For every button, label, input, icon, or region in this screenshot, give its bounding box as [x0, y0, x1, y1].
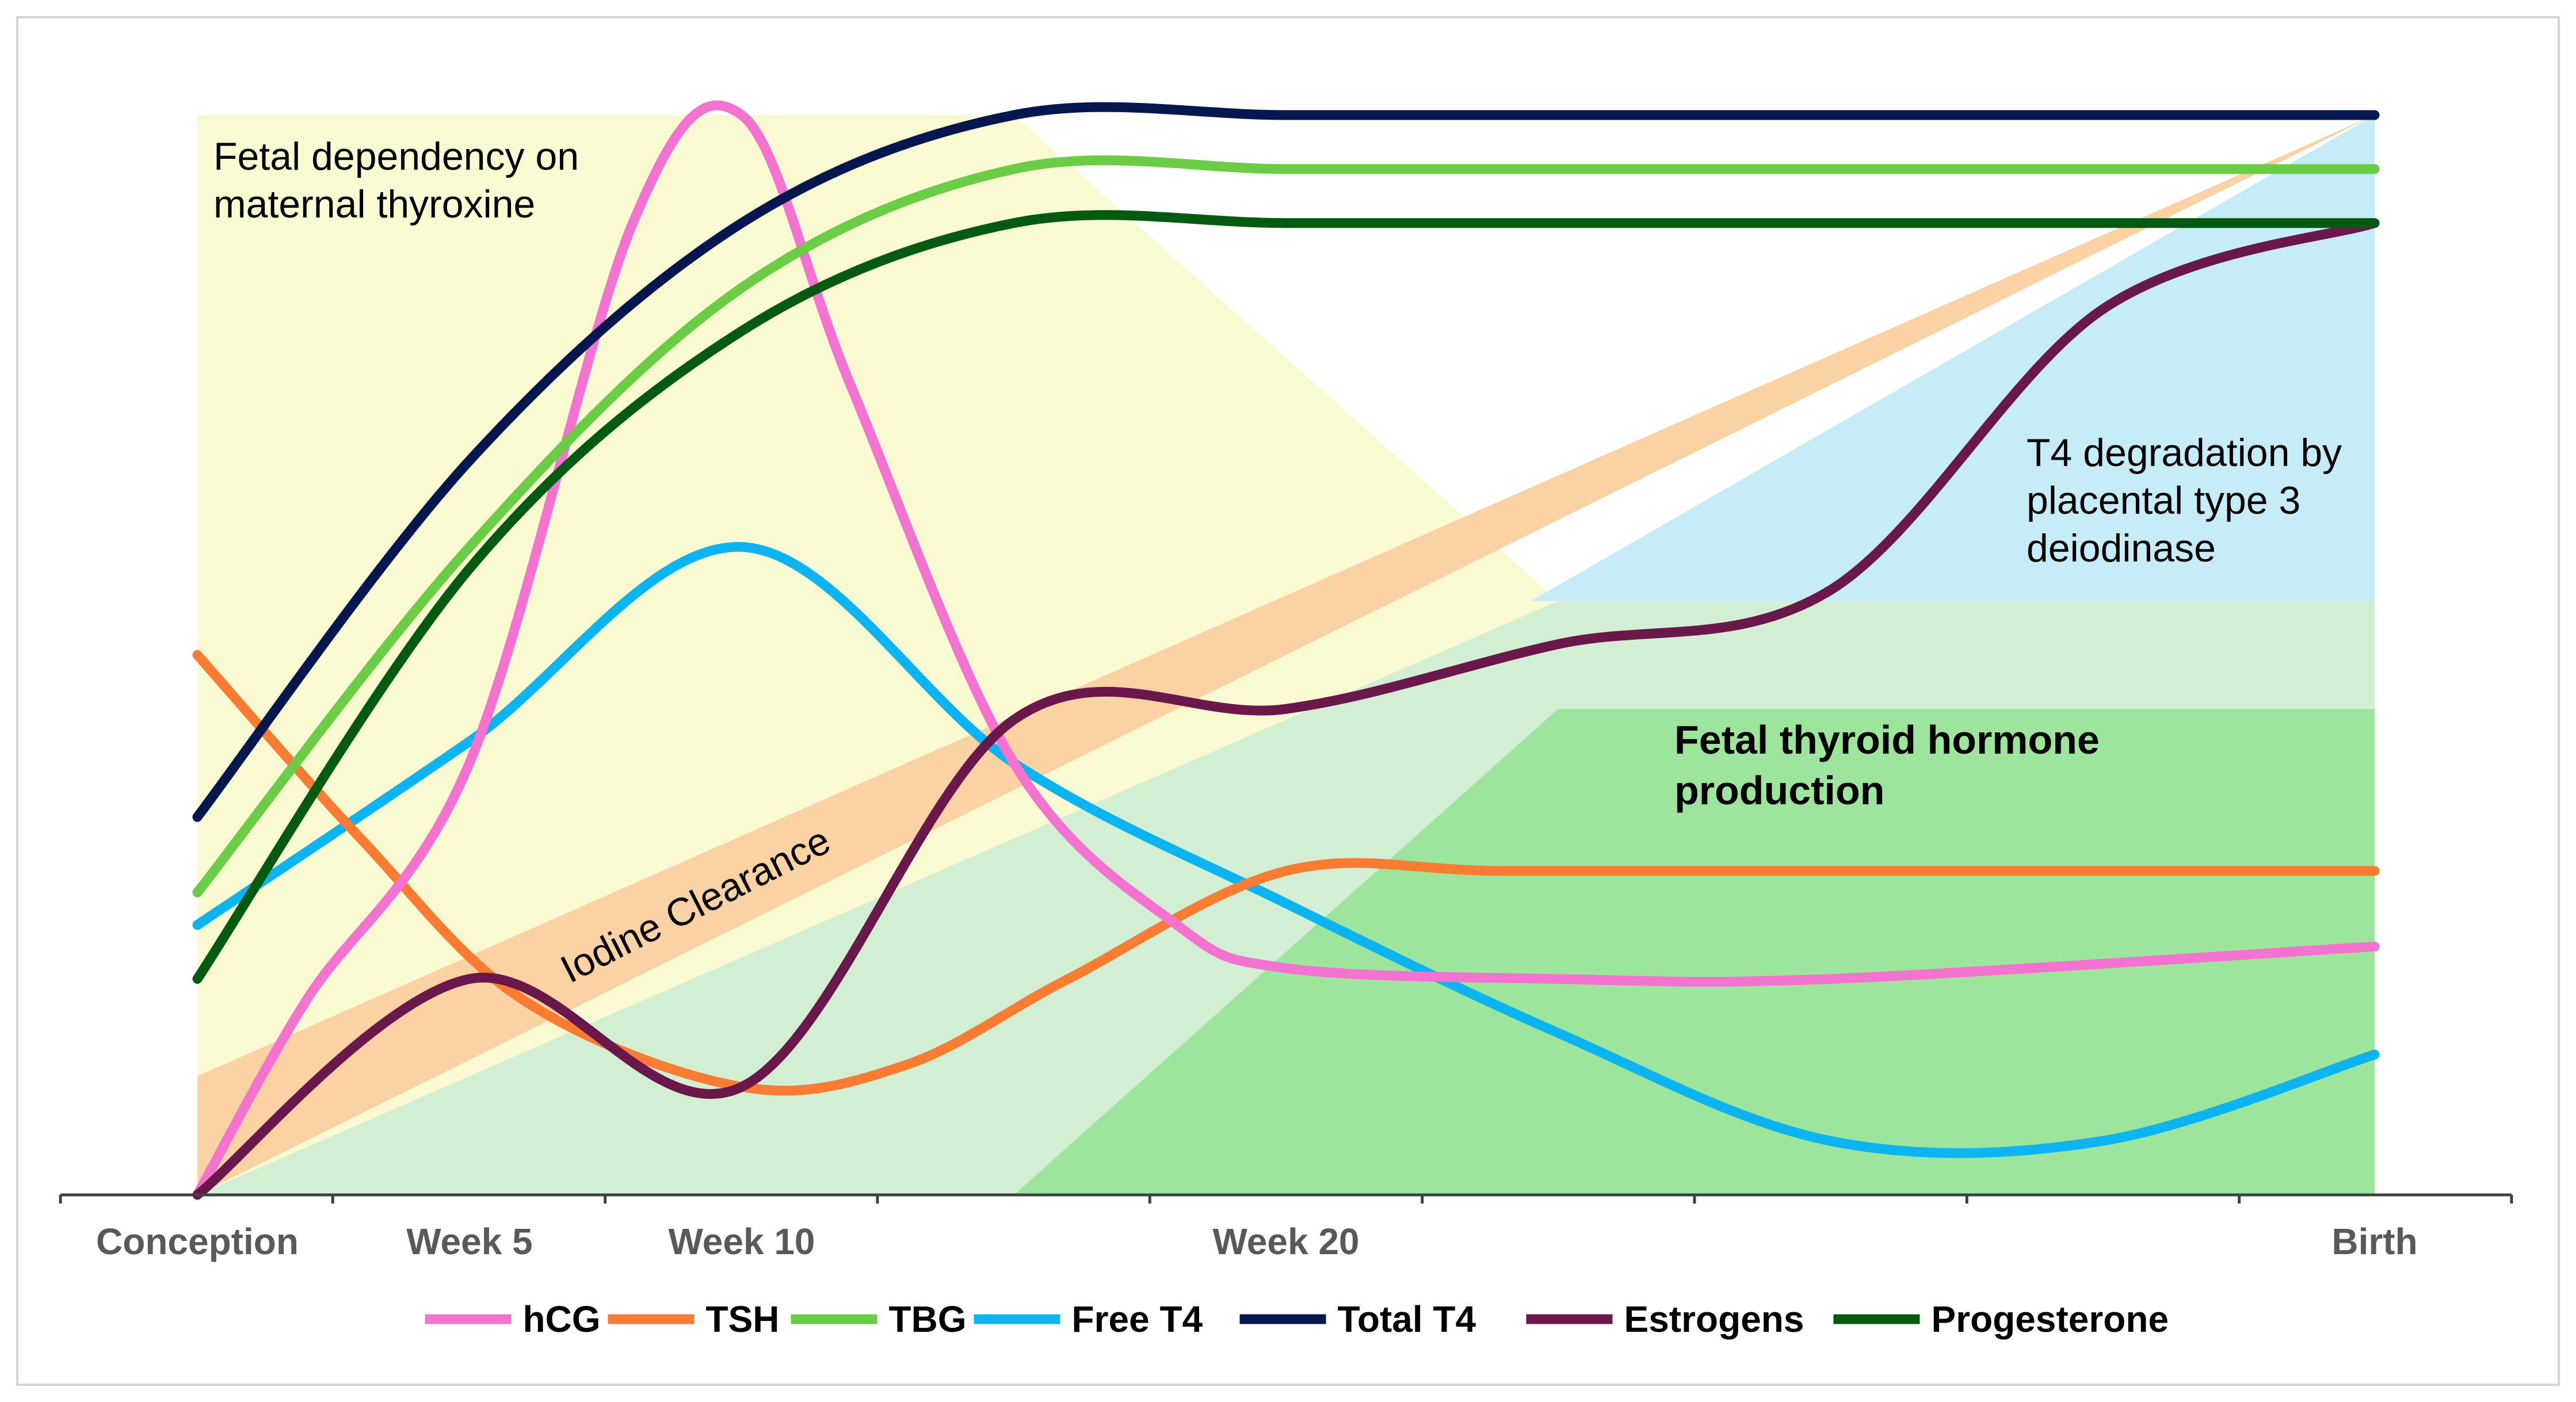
- x-tick-label: Week 20: [1213, 1221, 1360, 1262]
- legend-label: TBG: [889, 1298, 967, 1340]
- legend-label: Estrogens: [1624, 1298, 1804, 1340]
- legend-item-tsh: TSH: [608, 1298, 780, 1340]
- annotation-line: deiodinase: [2027, 526, 2216, 570]
- x-tick-label: Week 10: [669, 1221, 815, 1262]
- annotation-line: maternal thyroxine: [213, 182, 535, 226]
- legend: hCG TSH TBG Free T4 Total T4 Estrogens Progest…: [425, 1298, 2169, 1340]
- legend-item-estrogens: Estrogens: [1526, 1298, 1804, 1340]
- fetal-production-region: [1014, 709, 2375, 1195]
- x-axis: Conception Week 5 Week 10 Week 20 Birth: [59, 1193, 2513, 1262]
- iodine-clearance-band: [197, 115, 2375, 1195]
- series-line-tbg: [192, 155, 2380, 897]
- annotation-line: placental type 3: [2027, 479, 2300, 522]
- x-tick-label: Week 5: [406, 1221, 532, 1262]
- legend-label: hCG: [523, 1298, 601, 1340]
- legend-item-tbg: TBG: [791, 1298, 967, 1340]
- series-lines: [192, 100, 2380, 1200]
- legend-label: Progesterone: [1932, 1298, 2169, 1340]
- series-line-hcg: [192, 100, 2380, 1200]
- series-line-progesterone: [192, 210, 2380, 984]
- legend-item-total-t4: Total T4: [1239, 1298, 1476, 1340]
- legend-label: TSH: [706, 1298, 780, 1340]
- legend-item-hcg: hCG: [425, 1298, 601, 1340]
- placental-deiodinase-region: [1531, 115, 2375, 601]
- fetal-production-text: Fetal thyroid hormone production: [1674, 717, 2100, 813]
- legend-label: Total T4: [1338, 1298, 1476, 1340]
- series-line-estrogens: [192, 218, 2380, 1200]
- series-line-tsh: [192, 650, 2380, 1096]
- annotation-line: production: [1674, 768, 1884, 813]
- fetal-dependency-text: Fetal dependency on maternal thyroxine: [213, 135, 579, 226]
- background-regions: [197, 115, 2375, 1195]
- annotation-line: T4 degradation by: [2027, 431, 2342, 475]
- annotation-line: Fetal thyroid hormone: [1674, 717, 2100, 762]
- series-line-total-t4: [192, 102, 2380, 822]
- annotation-line: Fetal dependency on: [213, 135, 579, 178]
- legend-item-progesterone: Progesterone: [1833, 1298, 2169, 1340]
- x-tick-label: Birth: [2331, 1221, 2417, 1262]
- x-tick-label: Conception: [96, 1221, 299, 1262]
- legend-label: Free T4: [1072, 1298, 1203, 1340]
- legend-item-free-t4: Free T4: [974, 1298, 1203, 1340]
- deiodinase-text: T4 degradation by placental type 3 deiodin…: [2027, 431, 2342, 570]
